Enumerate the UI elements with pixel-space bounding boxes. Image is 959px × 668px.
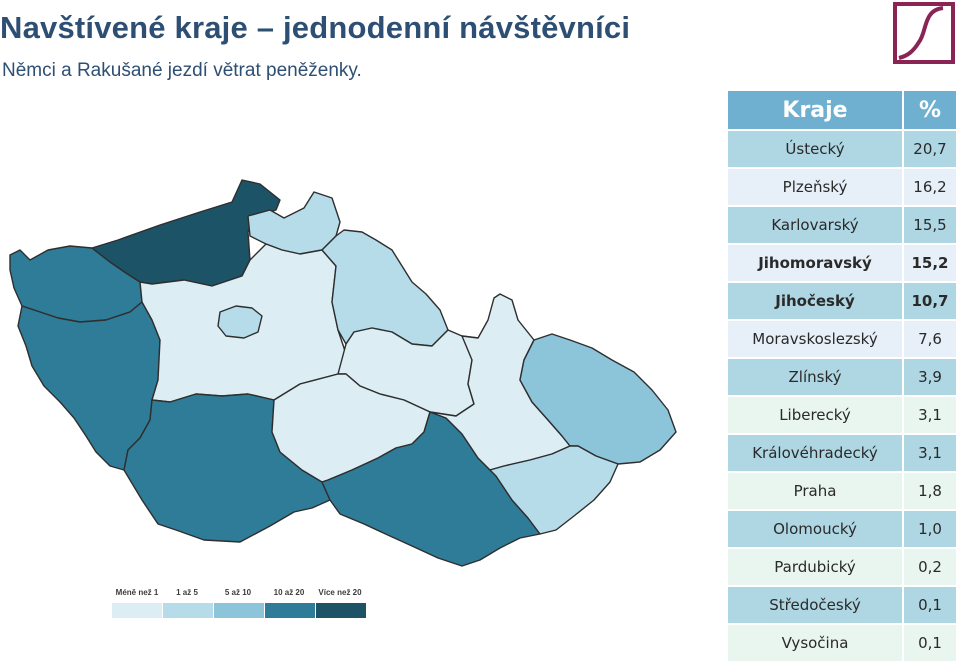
region-value-cell: 0,1 xyxy=(904,587,956,625)
map-legend: Méně než 1 1 až 5 5 až 10 10 až 20 Více … xyxy=(112,588,372,622)
region-value-cell: 15,2 xyxy=(904,245,956,283)
map-region xyxy=(217,305,263,339)
region-name-cell: Vysočina xyxy=(728,625,904,663)
region-value-cell: 0,2 xyxy=(904,549,956,587)
czech-regions-map xyxy=(9,179,677,567)
legend-label: Méně než 1 xyxy=(115,588,159,597)
map-region xyxy=(123,393,331,543)
table-row: Královéhradecký 3,1 xyxy=(728,435,956,473)
table-row: Olomoucký 1,0 xyxy=(728,511,956,549)
map-region xyxy=(519,333,677,465)
table-row: Karlovarský 15,5 xyxy=(728,207,956,245)
legend-label: 5 až 10 xyxy=(224,588,252,597)
table-row: Středočeský 0,1 xyxy=(728,587,956,625)
table-row: Plzeňský 16,2 xyxy=(728,169,956,207)
legend-label: 1 až 5 xyxy=(176,588,198,597)
legend-label: 10 až 20 xyxy=(273,588,305,597)
region-value-cell: 0,1 xyxy=(904,625,956,663)
region-name-cell: Jihomoravský xyxy=(728,245,904,283)
region-name-cell: Plzeňský xyxy=(728,169,904,207)
region-value-cell: 15,5 xyxy=(904,207,956,245)
s-logo-icon xyxy=(893,2,955,64)
table-row: Zlínský 3,9 xyxy=(728,359,956,397)
region-value-cell: 10,7 xyxy=(904,283,956,321)
region-value-cell: 3,1 xyxy=(904,435,956,473)
table-row: Jihomoravský 15,2 xyxy=(728,245,956,283)
table-header-row: Kraje % xyxy=(728,91,956,131)
region-value-cell: 20,7 xyxy=(904,131,956,169)
region-name-cell: Praha xyxy=(728,473,904,511)
table-row: Pardubický 0,2 xyxy=(728,549,956,587)
legend-swatch xyxy=(112,603,162,618)
region-name-cell: Karlovarský xyxy=(728,207,904,245)
region-name-cell: Liberecký xyxy=(728,397,904,435)
region-name-cell: Zlínský xyxy=(728,359,904,397)
column-header-percent: % xyxy=(904,91,956,131)
region-value-cell: 1,0 xyxy=(904,511,956,549)
region-value-cell: 3,9 xyxy=(904,359,956,397)
column-header-region: Kraje xyxy=(728,91,904,131)
region-name-cell: Jihočeský xyxy=(728,283,904,321)
legend-label: Více než 20 xyxy=(318,588,362,597)
page-subtitle: Němci a Rakušané jezdí větrat peněženky. xyxy=(2,60,362,81)
legend-swatch xyxy=(316,603,366,618)
legend-swatch xyxy=(163,603,213,618)
region-name-cell: Středočeský xyxy=(728,587,904,625)
map-region xyxy=(489,445,619,535)
region-name-cell: Pardubický xyxy=(728,549,904,587)
region-name-cell: Moravskoslezský xyxy=(728,321,904,359)
page-title: Navštívené kraje – jednodenní návštěvníc… xyxy=(0,10,631,45)
region-name-cell: Ústecký xyxy=(728,131,904,169)
region-value-cell: 7,6 xyxy=(904,321,956,359)
region-name-cell: Olomoucký xyxy=(728,511,904,549)
legend-swatch xyxy=(265,603,315,618)
region-value-cell: 3,1 xyxy=(904,397,956,435)
table-row: Jihočeský 10,7 xyxy=(728,283,956,321)
map-region xyxy=(321,229,449,347)
table-row: Vysočina 0,1 xyxy=(728,625,956,663)
regions-table: Kraje % Ústecký 20,7 Plzeňský 16,2 Karlovars… xyxy=(728,91,956,663)
region-name-cell: Královéhradecký xyxy=(728,435,904,473)
table-row: Moravskoslezský 7,6 xyxy=(728,321,956,359)
region-value-cell: 16,2 xyxy=(904,169,956,207)
legend-swatch xyxy=(214,603,264,618)
table-row: Liberecký 3,1 xyxy=(728,397,956,435)
table-row: Praha 1,8 xyxy=(728,473,956,511)
region-value-cell: 1,8 xyxy=(904,473,956,511)
table-row: Ústecký 20,7 xyxy=(728,131,956,169)
